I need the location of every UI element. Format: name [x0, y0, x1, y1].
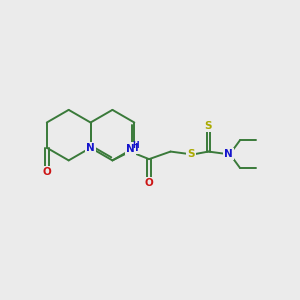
Text: H: H — [132, 140, 139, 149]
Text: S: S — [187, 149, 195, 159]
Text: N: N — [130, 143, 139, 153]
Text: S: S — [205, 121, 212, 130]
Text: N: N — [126, 144, 134, 154]
Text: O: O — [145, 178, 153, 188]
Text: O: O — [42, 167, 51, 176]
Text: N: N — [224, 149, 233, 159]
Text: N: N — [86, 143, 95, 153]
